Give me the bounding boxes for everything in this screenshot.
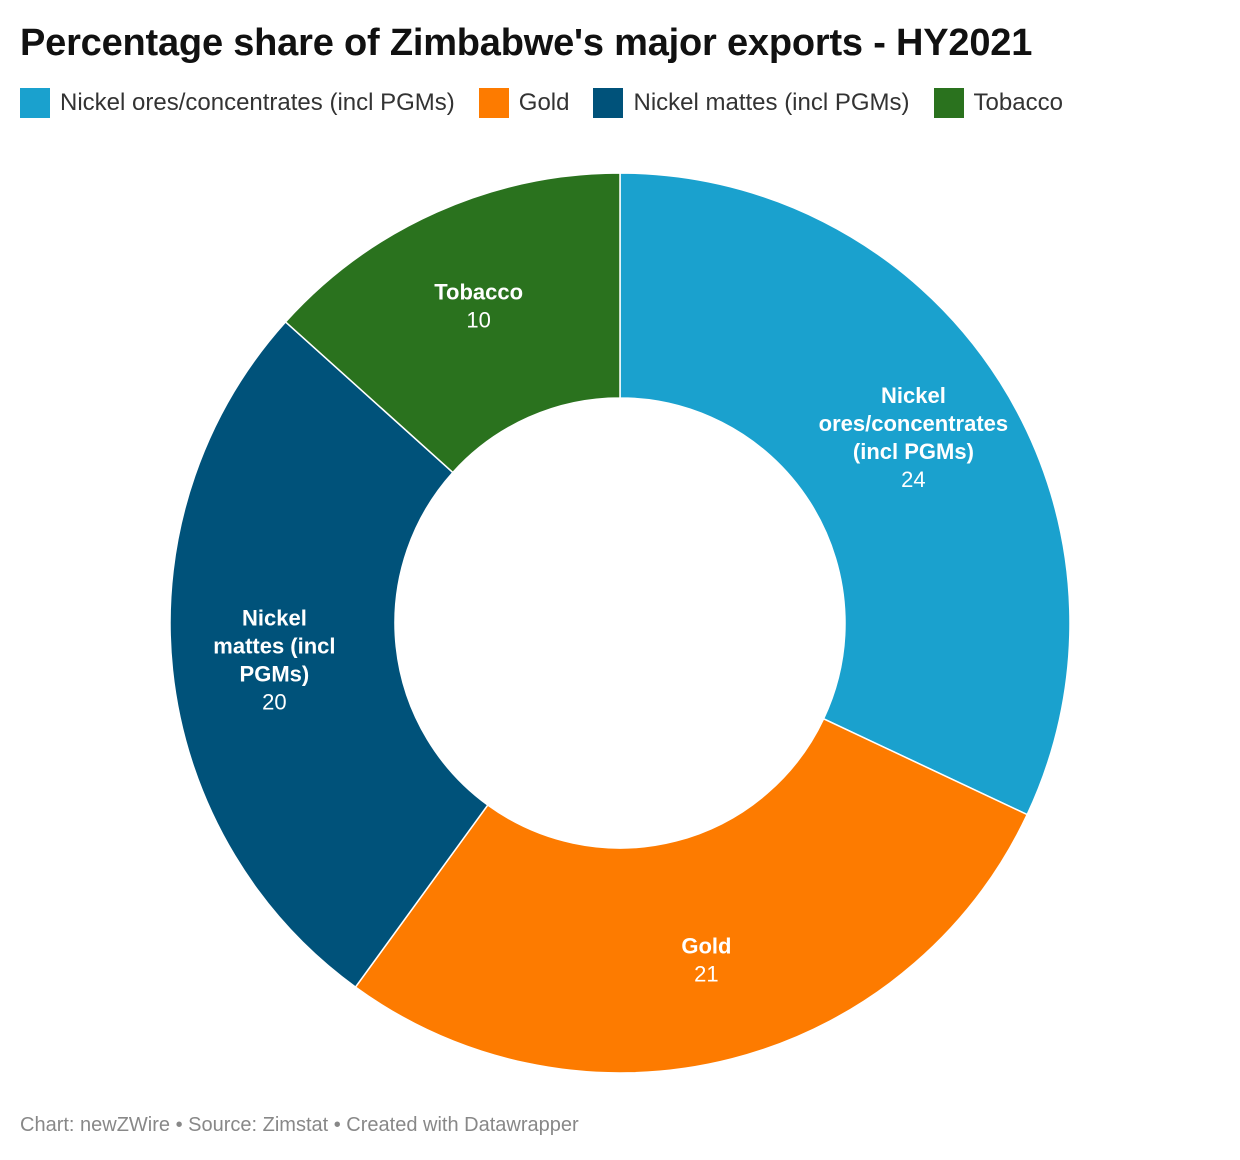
legend-label-tobacco: Tobacco: [973, 89, 1063, 116]
slice-gold: [354, 717, 1029, 1074]
legend-swatch-nickel-ores: [20, 88, 50, 118]
legend-label-nickel-mattes: Nickel mattes (incl PGMs): [633, 89, 910, 116]
slice-label-gold: Gold 21: [681, 934, 731, 987]
slice-label-nickel-ores: Nickel ores/concentrates (incl PGMs) 24: [819, 383, 1009, 492]
legend-label-nickel-ores: Nickel ores/concentrates (incl PGMs): [60, 89, 455, 116]
slice-name-nickel-ores-line-2: ores/concentrates: [819, 411, 1009, 436]
legend-swatch-tobacco: [933, 88, 964, 118]
legend-label-gold: Gold: [518, 89, 570, 116]
slice-name-gold-line-1: Gold: [681, 934, 731, 959]
slice-value-gold: 21: [694, 962, 718, 987]
chart-legend: Nickel ores/concentrates (incl PGMs) Gol…: [20, 88, 1087, 118]
slice-name-nickel-mattes-line-1: Nickel: [242, 605, 307, 630]
slice-name-nickel-ores-line-1: Nickel: [881, 383, 946, 408]
chart-title: Percentage share of Zimbabwe's major exp…: [20, 22, 1033, 64]
slice-name-nickel-mattes-line-3: PGMs): [240, 661, 310, 686]
legend-item-nickel-mattes: Nickel mattes (incl PGMs): [593, 88, 910, 118]
legend-item-gold: Gold: [478, 88, 570, 118]
slice-value-tobacco: 10: [466, 308, 490, 333]
slice-nickel-ores: [619, 172, 1071, 816]
donut-chart: Nickel ores/concentrates (incl PGMs) 24 Gold…: [169, 172, 1071, 1074]
legend-swatch-nickel-mattes: [593, 88, 624, 118]
legend-swatch-gold: [478, 88, 509, 118]
slice-name-tobacco-line-1: Tobacco: [434, 280, 523, 305]
slice-nickel-mattes: [169, 320, 489, 989]
slice-value-nickel-mattes: 20: [262, 689, 286, 714]
slice-label-nickel-mattes: Nickel mattes (incl PGMs) 20: [213, 605, 335, 714]
slice-name-nickel-ores-line-3: (incl PGMs): [853, 439, 974, 464]
slice-name-nickel-mattes-line-2: mattes (incl: [213, 633, 335, 658]
slice-value-nickel-ores: 24: [901, 467, 925, 492]
slice-label-tobacco: Tobacco 10: [434, 280, 523, 333]
chart-footer: Chart: newZWire • Source: Zimstat • Crea…: [20, 1114, 579, 1136]
legend-item-nickel-ores: Nickel ores/concentrates (incl PGMs): [20, 88, 455, 118]
legend-item-tobacco: Tobacco: [933, 88, 1063, 118]
slice-tobacco: [284, 172, 621, 474]
